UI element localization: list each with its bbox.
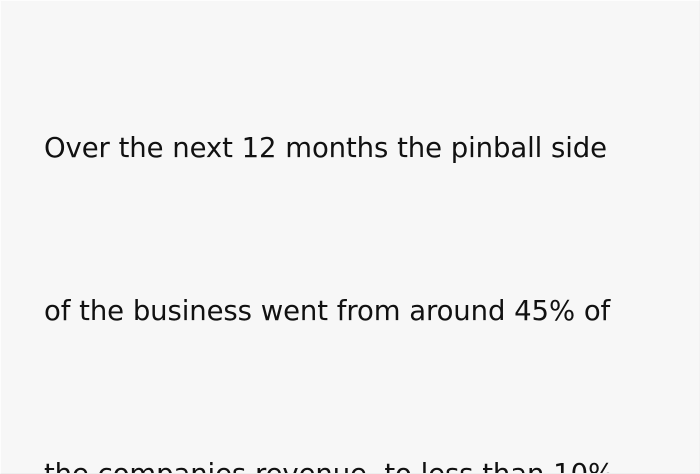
quote-line: Over the next 12 months the pinball side bbox=[44, 132, 607, 165]
quote-line: the companies revenue, to less than 10%, bbox=[44, 457, 623, 474]
card-body: Over the next 12 months the pinball side… bbox=[44, 13, 670, 474]
quote-paragraph: Over the next 12 months the pinball side… bbox=[44, 13, 670, 474]
quote-line: of the business went from around 45% of bbox=[44, 295, 611, 328]
